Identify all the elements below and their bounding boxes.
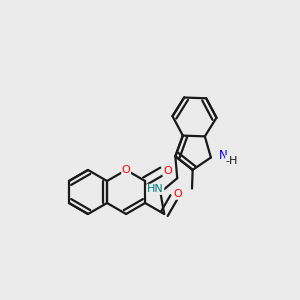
Text: -H: -H bbox=[226, 155, 238, 166]
Text: N: N bbox=[218, 149, 227, 162]
Text: O: O bbox=[122, 165, 130, 175]
Text: O: O bbox=[173, 189, 182, 199]
Text: HN: HN bbox=[147, 184, 164, 194]
Text: O: O bbox=[163, 166, 172, 176]
